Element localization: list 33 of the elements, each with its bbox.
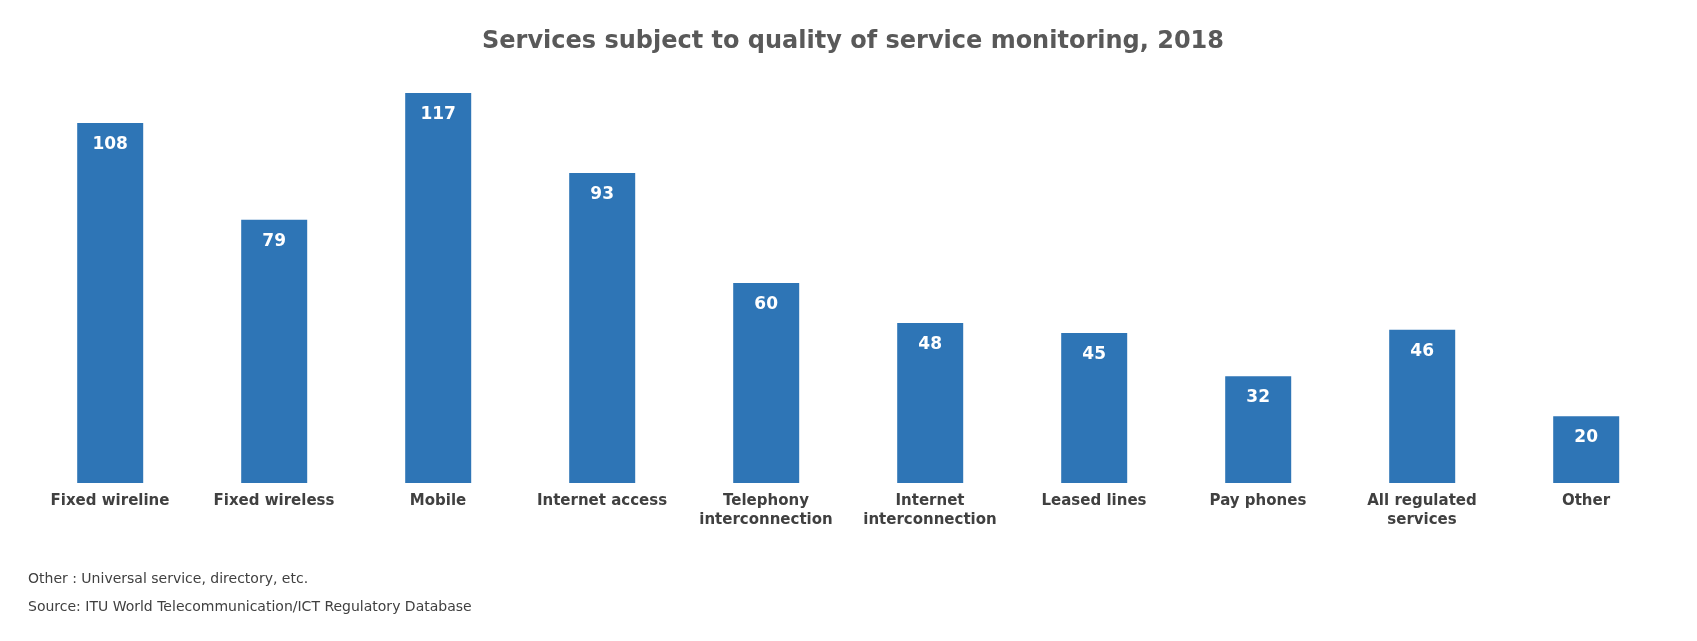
bar: [405, 93, 472, 483]
data-label: 32: [1246, 386, 1271, 407]
data-label: 20: [1574, 426, 1599, 447]
bar: [1061, 333, 1128, 483]
bar: [897, 323, 964, 483]
x-tick-label: Fixed wireline: [50, 491, 170, 509]
x-tick-label: Internet access: [536, 491, 668, 509]
x-tick-label: Mobile: [409, 491, 467, 509]
x-tick-label: Leased lines: [1041, 491, 1147, 509]
bar: [569, 173, 636, 483]
x-tick-label: All regulated services: [1367, 491, 1477, 528]
data-label: 108: [92, 133, 128, 154]
data-label: 93: [590, 183, 615, 204]
bar: [241, 219, 308, 483]
source-note: Source: ITU World Telecommunication/ICT Regulatory Database: [28, 598, 472, 614]
x-tick-label: Telephony interconnection: [699, 491, 833, 528]
bar: [1553, 416, 1620, 483]
x-tick-label: Internet interconnection: [863, 491, 997, 528]
bar: [77, 123, 144, 483]
data-label: 48: [918, 333, 943, 354]
text: Other : Universal service, directory, etc.: [28, 570, 310, 586]
data-label: 117: [420, 103, 456, 124]
data-label: 60: [754, 293, 779, 314]
x-tick-label: Pay phones: [1209, 491, 1307, 509]
bar: [1389, 329, 1456, 483]
chart-title: Services subject to quality of service monitoring, 2018: [481, 26, 1225, 54]
bar: [1225, 376, 1292, 483]
bar: [733, 283, 800, 483]
x-tick-label: Other: [1561, 491, 1611, 509]
x-tick-label: Fixed wireless: [213, 491, 335, 509]
data-label: 45: [1082, 343, 1107, 364]
data-label: 46: [1410, 339, 1435, 360]
data-label: 79: [262, 229, 287, 250]
